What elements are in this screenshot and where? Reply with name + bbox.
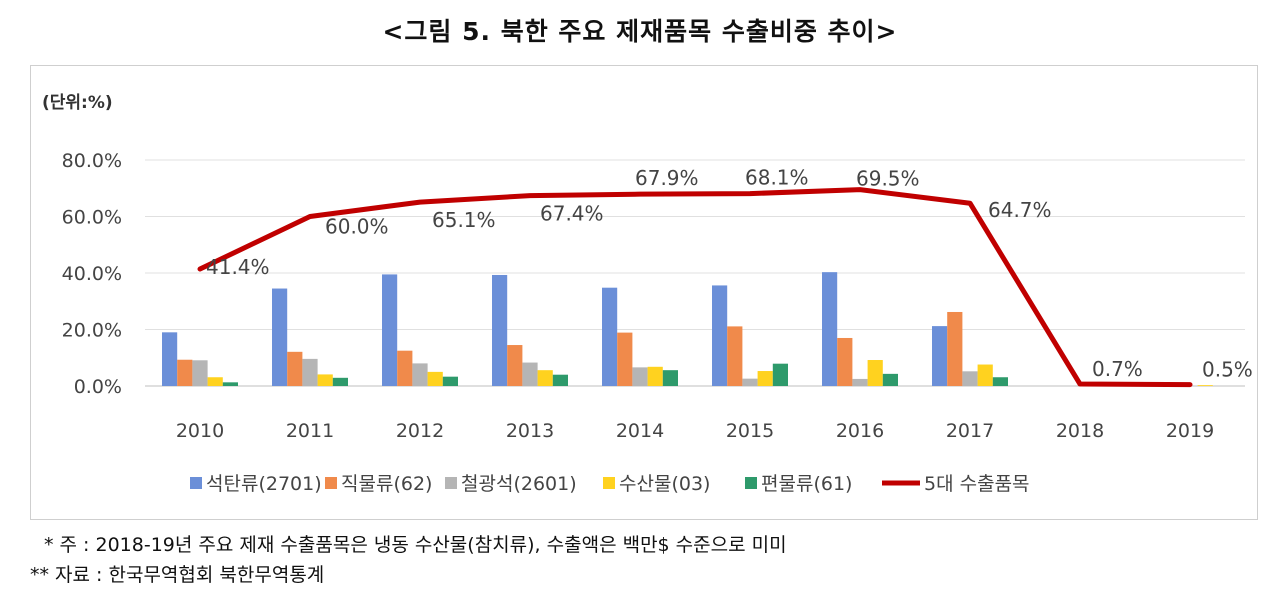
y-tick-label: 80.0% <box>62 150 122 172</box>
data-label: 0.7% <box>1092 357 1143 381</box>
bar-직물류(62) <box>397 350 413 386</box>
data-label: 0.5% <box>1202 358 1253 382</box>
legend-label: 편물류(61) <box>761 473 852 495</box>
data-label: 60.0% <box>325 215 389 239</box>
unit-label: (단위:%) <box>42 93 113 113</box>
bar-수산물(03) <box>207 377 223 386</box>
footnote-1: * 주 : 2018-19년 주요 제재 수출품목은 냉동 수산물(참치류), … <box>44 534 787 556</box>
bar-편물류(61) <box>222 382 238 386</box>
bar-편물류(61) <box>882 373 898 386</box>
bar-석탄류(2701) <box>712 285 728 386</box>
chart-frame <box>30 65 1258 520</box>
bars <box>162 272 1213 386</box>
legend-swatch <box>445 477 457 489</box>
bar-직물류(62) <box>177 359 193 386</box>
bar-편물류(61) <box>992 377 1008 386</box>
legend-swatch <box>325 477 337 489</box>
data-label: 67.4% <box>540 202 604 226</box>
bar-직물류(62) <box>947 311 963 386</box>
data-label: 65.1% <box>432 208 496 232</box>
line-total-exports <box>197 187 1193 388</box>
bar-석탄류(2701) <box>932 326 948 386</box>
bar-석탄류(2701) <box>602 287 618 386</box>
chart-title: <그림 5. 북한 주요 제재품목 수출비중 추이> <box>382 17 898 46</box>
bar-수산물(03) <box>867 360 883 386</box>
bar-직물류(62) <box>507 345 523 386</box>
bar-직물류(62) <box>287 351 303 386</box>
bar-철광석(2601) <box>412 363 428 386</box>
x-tick-label: 2011 <box>286 420 334 442</box>
bar-석탄류(2701) <box>492 274 508 386</box>
x-tick-label: 2014 <box>616 420 664 442</box>
bar-철광석(2601) <box>632 367 648 386</box>
bar-편물류(61) <box>332 377 348 386</box>
bar-수산물(03) <box>1197 385 1213 386</box>
bar-수산물(03) <box>757 371 773 386</box>
legend-label: 석탄류(2701) <box>206 473 322 495</box>
legend: 석탄류(2701) 직물류(62) 철광석(2601) 수산물(03) 편물류(61) 5… <box>190 473 1030 495</box>
bar-편물류(61) <box>662 370 678 386</box>
bar-철광석(2601) <box>302 358 318 386</box>
x-tick-label: 2019 <box>1166 420 1214 442</box>
bar-편물류(61) <box>552 374 568 386</box>
x-tick-label: 2018 <box>1056 420 1104 442</box>
bar-석탄류(2701) <box>382 274 398 386</box>
bar-철광석(2601) <box>522 362 538 386</box>
bar-수산물(03) <box>537 370 553 386</box>
data-label: 64.7% <box>988 198 1052 222</box>
bar-수산물(03) <box>977 364 993 386</box>
data-label: 69.5% <box>856 167 920 191</box>
footnote-2: ** 자료 : 한국무역협회 북한무역통계 <box>30 564 325 586</box>
bar-석탄류(2701) <box>272 288 288 386</box>
legend-label: 5대 수출품목 <box>924 473 1030 495</box>
legend-swatch <box>190 477 202 489</box>
bar-철광석(2601) <box>192 360 208 386</box>
x-tick-label: 2017 <box>946 420 994 442</box>
data-label: 67.9% <box>635 166 699 190</box>
legend-label: 철광석(2601) <box>461 473 577 495</box>
data-labels: 41.4% 60.0% 65.1% 67.4% 67.9% 68.1% 69.5% 64.7%… <box>206 166 1253 382</box>
x-tick-label: 2015 <box>726 420 774 442</box>
bar-철광석(2601) <box>852 378 868 386</box>
x-axis-ticks: 2010 2011 2012 2013 2014 2015 2016 2017 2018 2019 <box>176 420 1214 442</box>
y-tick-label: 20.0% <box>62 320 122 342</box>
legend-label: 직물류(62) <box>341 473 432 495</box>
legend-label: 수산물(03) <box>619 473 710 495</box>
bar-편물류(61) <box>772 363 788 386</box>
y-axis-ticks: 80.0% 60.0% 40.0% 20.0% 0.0% <box>62 150 122 398</box>
bar-철광석(2601) <box>962 371 978 386</box>
legend-swatch <box>603 477 615 489</box>
x-tick-label: 2010 <box>176 420 224 442</box>
bar-수산물(03) <box>427 371 443 386</box>
bar-직물류(62) <box>727 326 743 386</box>
bar-수산물(03) <box>317 374 333 386</box>
data-label: 41.4% <box>206 255 270 279</box>
bar-석탄류(2701) <box>822 272 838 386</box>
bar-철광석(2601) <box>742 378 758 386</box>
y-tick-label: 60.0% <box>62 207 122 229</box>
bar-직물류(62) <box>617 332 633 386</box>
x-tick-label: 2012 <box>396 420 444 442</box>
y-tick-label: 0.0% <box>74 376 122 398</box>
x-tick-label: 2016 <box>836 420 884 442</box>
bar-석탄류(2701) <box>162 332 178 386</box>
data-label: 68.1% <box>745 166 809 190</box>
bar-편물류(61) <box>442 376 458 386</box>
x-tick-label: 2013 <box>506 420 554 442</box>
legend-swatch <box>745 477 757 489</box>
bar-직물류(62) <box>837 337 853 386</box>
y-tick-label: 40.0% <box>62 263 122 285</box>
total-line <box>197 187 1193 388</box>
bar-수산물(03) <box>647 366 663 386</box>
